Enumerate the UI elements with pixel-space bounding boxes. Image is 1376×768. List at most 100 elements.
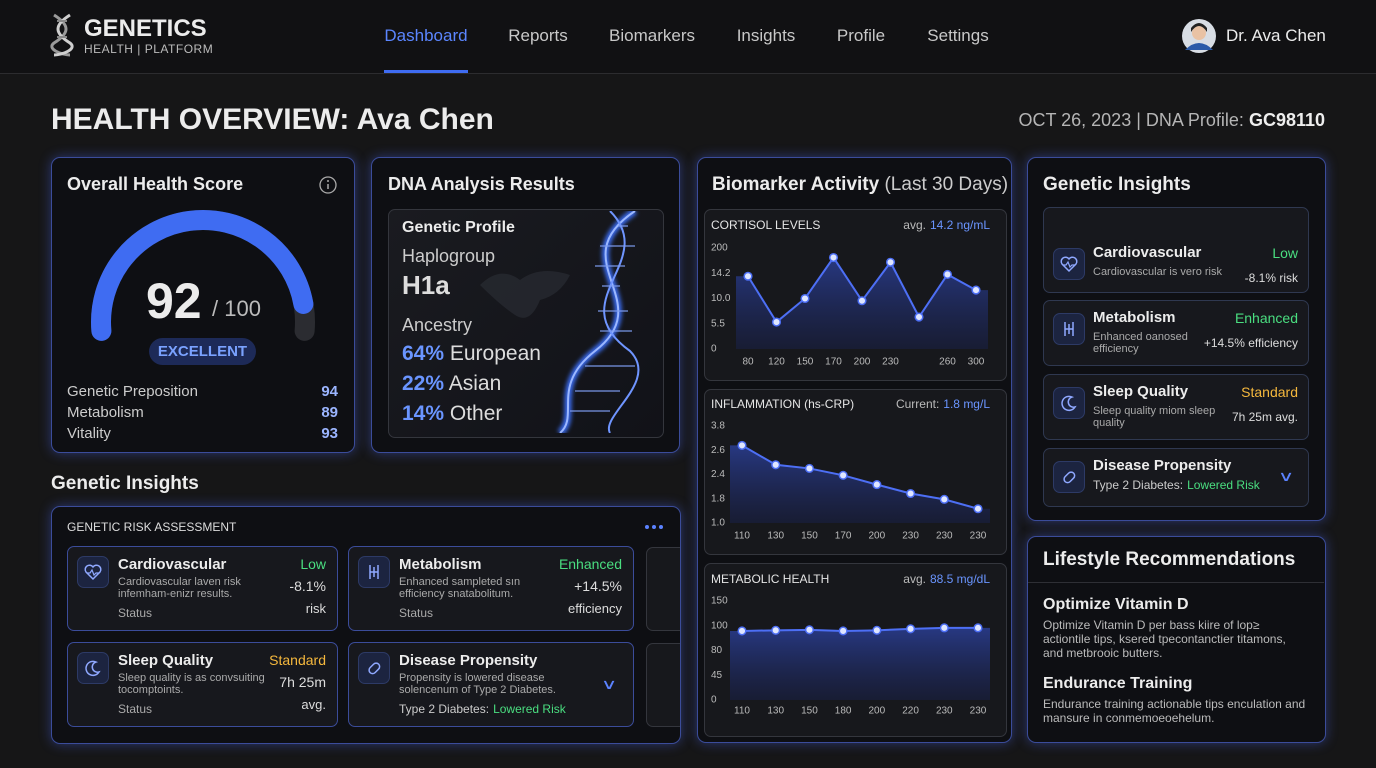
- haplogroup-label: Haplogroup: [402, 246, 496, 266]
- card-title: Overall Health Score: [67, 174, 244, 194]
- insight-item[interactable]: [1043, 300, 1309, 366]
- partial-card: [646, 643, 680, 727]
- score-value: 93: [321, 425, 338, 442]
- data-point: [771, 625, 781, 635]
- nav-active-indicator: [384, 70, 468, 73]
- y-tick-label: 200: [711, 243, 728, 254]
- insight-metric: -8.1% risk: [1244, 271, 1298, 285]
- card-footer: Type 2 Diabetes: Lowered Risk: [399, 702, 566, 716]
- more-menu[interactable]: [644, 520, 664, 534]
- nav-item[interactable]: Insights: [736, 26, 796, 45]
- x-tick-label: 300: [968, 357, 985, 368]
- insight-card[interactable]: [348, 642, 634, 727]
- page-title: HEALTH OVERVIEW: Ava Chen: [51, 103, 494, 136]
- ancestry-pct: 22%: [402, 372, 445, 395]
- icon: [1053, 313, 1085, 345]
- card-name: Cardiovascular: [118, 556, 227, 573]
- insight-desc: Sleep quality miom sleep quality: [1093, 405, 1216, 429]
- icon: [77, 652, 109, 684]
- card-metric: -8.1%: [289, 578, 326, 594]
- ancestry-row: 64% European: [402, 342, 541, 366]
- user-name[interactable]: Dr. Ava Chen: [1226, 26, 1326, 45]
- data-point: [973, 504, 983, 514]
- icon: [358, 556, 390, 588]
- data-point: [800, 293, 810, 304]
- title-suffix: (Last 30 Days): [884, 174, 1009, 195]
- card-footer-value: Lowered Risk: [493, 702, 566, 716]
- score-label: Genetic Preposition: [67, 383, 198, 400]
- card-status-label: Status: [399, 606, 434, 620]
- line: [741, 626, 978, 632]
- card-status: Low: [300, 556, 326, 572]
- card-title: Lifestyle Recommendations: [1043, 549, 1296, 570]
- data-point: [872, 480, 882, 490]
- insight-metric: 7h 25m avg.: [1231, 410, 1298, 424]
- card-name: Metabolism: [399, 556, 482, 573]
- brand-tagline: HEALTH | PLATFORM: [84, 42, 214, 56]
- data-point: [939, 494, 949, 504]
- score-value: 92: [146, 273, 202, 329]
- insight-highlight: Lowered Risk: [1187, 478, 1260, 492]
- insight-desc: Cardiovascular is vero risk: [1093, 266, 1222, 278]
- x-tick-label: 180: [835, 706, 852, 717]
- y-tick-label: 0: [711, 344, 717, 355]
- rating-badge: EXCELLENT: [149, 338, 256, 365]
- nav-item[interactable]: Biomarkers: [609, 26, 695, 45]
- y-tick-label: 1.8: [711, 493, 725, 504]
- y-tick-label: 3.8: [711, 421, 725, 432]
- area-fill: [730, 445, 990, 523]
- data-point: [914, 312, 924, 322]
- stat-value: 88.5 mg/dL: [930, 572, 990, 586]
- data-point: [743, 271, 753, 281]
- nav-item[interactable]: Profile: [836, 26, 886, 45]
- insight-item[interactable]: [1043, 448, 1309, 507]
- x-tick-label: 110: [734, 706, 750, 717]
- dna-helix: [557, 211, 640, 433]
- insight-card[interactable]: [67, 546, 338, 631]
- data-point: [828, 252, 839, 263]
- card-metric: +14.5%: [574, 578, 622, 594]
- ancestry-name: Asian: [448, 372, 502, 395]
- card-title: Genetic Insights: [1043, 174, 1191, 195]
- x-tick-label: 170: [835, 531, 852, 542]
- brand-name: GENETICS: [84, 15, 207, 42]
- card-desc: Cardiovascular laven risk infemham-enizr…: [118, 576, 241, 600]
- avatar[interactable]: [1181, 18, 1217, 54]
- data-point: [872, 625, 882, 635]
- insight-card[interactable]: [67, 642, 338, 727]
- profile-id: GC98110: [1248, 110, 1325, 130]
- rec-title: Optimize Vitamin D: [1043, 596, 1189, 613]
- score-separator: /: [212, 296, 219, 321]
- nav-item[interactable]: Settings: [927, 26, 989, 45]
- header-meta: OCT 26, 2023 | DNA Profile: GC98110: [1018, 110, 1325, 131]
- y-tick-label: 1.0: [711, 518, 725, 529]
- nav-item[interactable]: Dashboard: [384, 26, 468, 45]
- card-status-label: Status: [118, 606, 153, 620]
- section-title: Genetic Insights: [51, 473, 199, 494]
- y-tick-label: 0: [711, 695, 717, 706]
- insight-item[interactable]: [1043, 374, 1309, 440]
- x-tick-label: 230: [936, 706, 953, 717]
- haplogroup-value: H1a: [402, 270, 450, 300]
- insight-item[interactable]: [1043, 207, 1309, 293]
- x-tick-label: 150: [801, 706, 818, 717]
- nav-item[interactable]: Reports: [508, 26, 568, 45]
- stat-label: Current:: [896, 397, 939, 411]
- insight-status: Enhanced: [1234, 310, 1298, 326]
- data-point: [838, 470, 848, 480]
- score-max-value: 100: [224, 296, 261, 321]
- chart-stat: Current: 1.8 mg/L: [896, 397, 990, 411]
- data-point: [857, 296, 867, 306]
- line: [741, 444, 979, 510]
- x-tick-label: 230: [882, 357, 899, 368]
- insight-card[interactable]: [348, 546, 634, 631]
- ancestry-label: Ancestry: [402, 315, 473, 335]
- data-point: [939, 623, 949, 633]
- rec-text: Optimize Vitamin D per bass kiire of lop…: [1043, 618, 1286, 660]
- rec-title: Endurance Training: [1043, 675, 1193, 692]
- icon: [1053, 387, 1085, 419]
- insight-desc: Type 2 Diabetes: Lowered Risk: [1093, 478, 1260, 492]
- info-icon[interactable]: [318, 175, 338, 195]
- data-point: [973, 623, 983, 633]
- card-status: Enhanced: [558, 556, 622, 572]
